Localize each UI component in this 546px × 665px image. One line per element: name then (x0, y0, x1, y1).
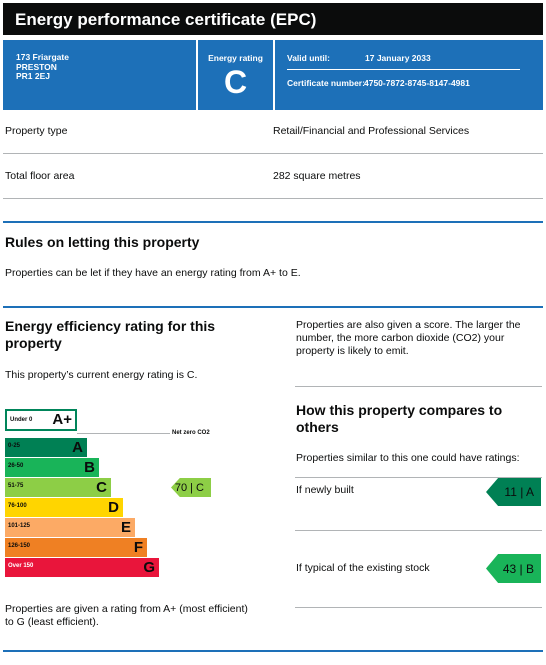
rules-text: Properties can be let if they have an en… (5, 267, 301, 279)
band-letter: E (120, 519, 131, 536)
cert-label: Certificate number: (287, 78, 365, 88)
current-marker: 70 | C (171, 478, 211, 497)
band-letter: G (143, 559, 155, 576)
divider (196, 40, 198, 110)
section-rule (3, 306, 543, 308)
band: Over 150 G (5, 558, 159, 577)
band-letter: A (72, 439, 83, 456)
band-range: 51-75 (8, 483, 24, 489)
compare-rating: 11 | A (486, 478, 541, 506)
efficiency-footer: Properties are given a rating from A+ (m… (5, 603, 248, 628)
band-range: 126-150 (8, 543, 31, 549)
cert-value: 4750-7872-8745-8147-4981 (364, 78, 470, 88)
section-rule (3, 221, 543, 223)
band: 76-100 D (5, 498, 123, 517)
separator (3, 198, 543, 199)
band: 126-150 F (5, 538, 147, 557)
address-line: PR1 2EJ (16, 71, 51, 81)
title-bar: Energy performance certificate (EPC) (3, 3, 543, 35)
band: 0-25 A (5, 438, 87, 457)
valid-label: Valid until: (287, 53, 330, 63)
rating-value: C (223, 64, 248, 100)
rules-title: Rules on letting this property (5, 234, 200, 250)
separator (3, 153, 543, 154)
summary-box: 173 Friargate PRESTON PR1 2EJ Energy rat… (3, 40, 543, 110)
efficiency-title: Energy efficiency rating for this proper… (5, 318, 216, 351)
detail-value: 282 square metres (273, 170, 361, 182)
address: 173 Friargate PRESTON PR1 2EJ (16, 52, 69, 82)
band-range: 26-50 (8, 463, 24, 469)
band-letter: D (108, 499, 119, 516)
section-rule (3, 650, 543, 652)
compare-label: If newly built (296, 484, 354, 496)
rule (287, 69, 520, 70)
title: Energy performance certificate (EPC) (15, 10, 317, 29)
valid-value: 17 January 2033 (365, 53, 431, 63)
address-line: PRESTON (16, 61, 57, 72)
detail-label: Property type (5, 125, 68, 137)
band: 101-125 E (5, 518, 135, 537)
rating-label: Energy rating (208, 53, 263, 63)
band: 26-50 B (5, 458, 99, 477)
compare-title: How this property compares to others (296, 402, 503, 435)
divider (273, 40, 275, 110)
compare-rating: 43 | B (486, 554, 541, 583)
band-letter: C (96, 479, 107, 496)
separator (295, 386, 542, 387)
net-zero-label: Net zero CO2 (172, 430, 210, 436)
detail-value: Retail/Financial and Professional Servic… (273, 125, 470, 137)
net-zero-line (77, 433, 170, 434)
detail-label: Total floor area (5, 170, 75, 182)
compare-intro: Properties similar to this one could hav… (296, 452, 520, 464)
band-range: 76-100 (8, 503, 27, 509)
address-line: 173 Friargate (16, 52, 69, 62)
band-range: Over 150 (8, 563, 34, 569)
separator (295, 477, 542, 478)
band-letter: B (84, 459, 95, 476)
score-text: Properties are also given a score. The l… (296, 319, 521, 357)
band-range: 101-125 (8, 523, 31, 529)
band-a-plus: Under 0 A+ (5, 409, 77, 431)
compare-label: If typical of the existing stock (296, 562, 430, 574)
separator (295, 607, 542, 608)
band-letter: A+ (52, 411, 72, 428)
separator (295, 530, 542, 531)
band-letter: F (133, 539, 143, 556)
band-range: 0-25 (8, 443, 21, 449)
current-rating: This property’s current energy rating is… (5, 369, 198, 381)
band-range: Under 0 (10, 417, 33, 423)
band: 51-75 C (5, 478, 111, 497)
